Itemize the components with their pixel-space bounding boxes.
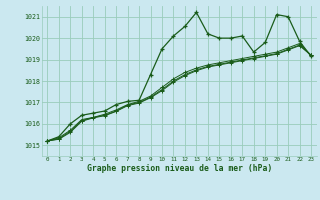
X-axis label: Graphe pression niveau de la mer (hPa): Graphe pression niveau de la mer (hPa) — [87, 164, 272, 173]
